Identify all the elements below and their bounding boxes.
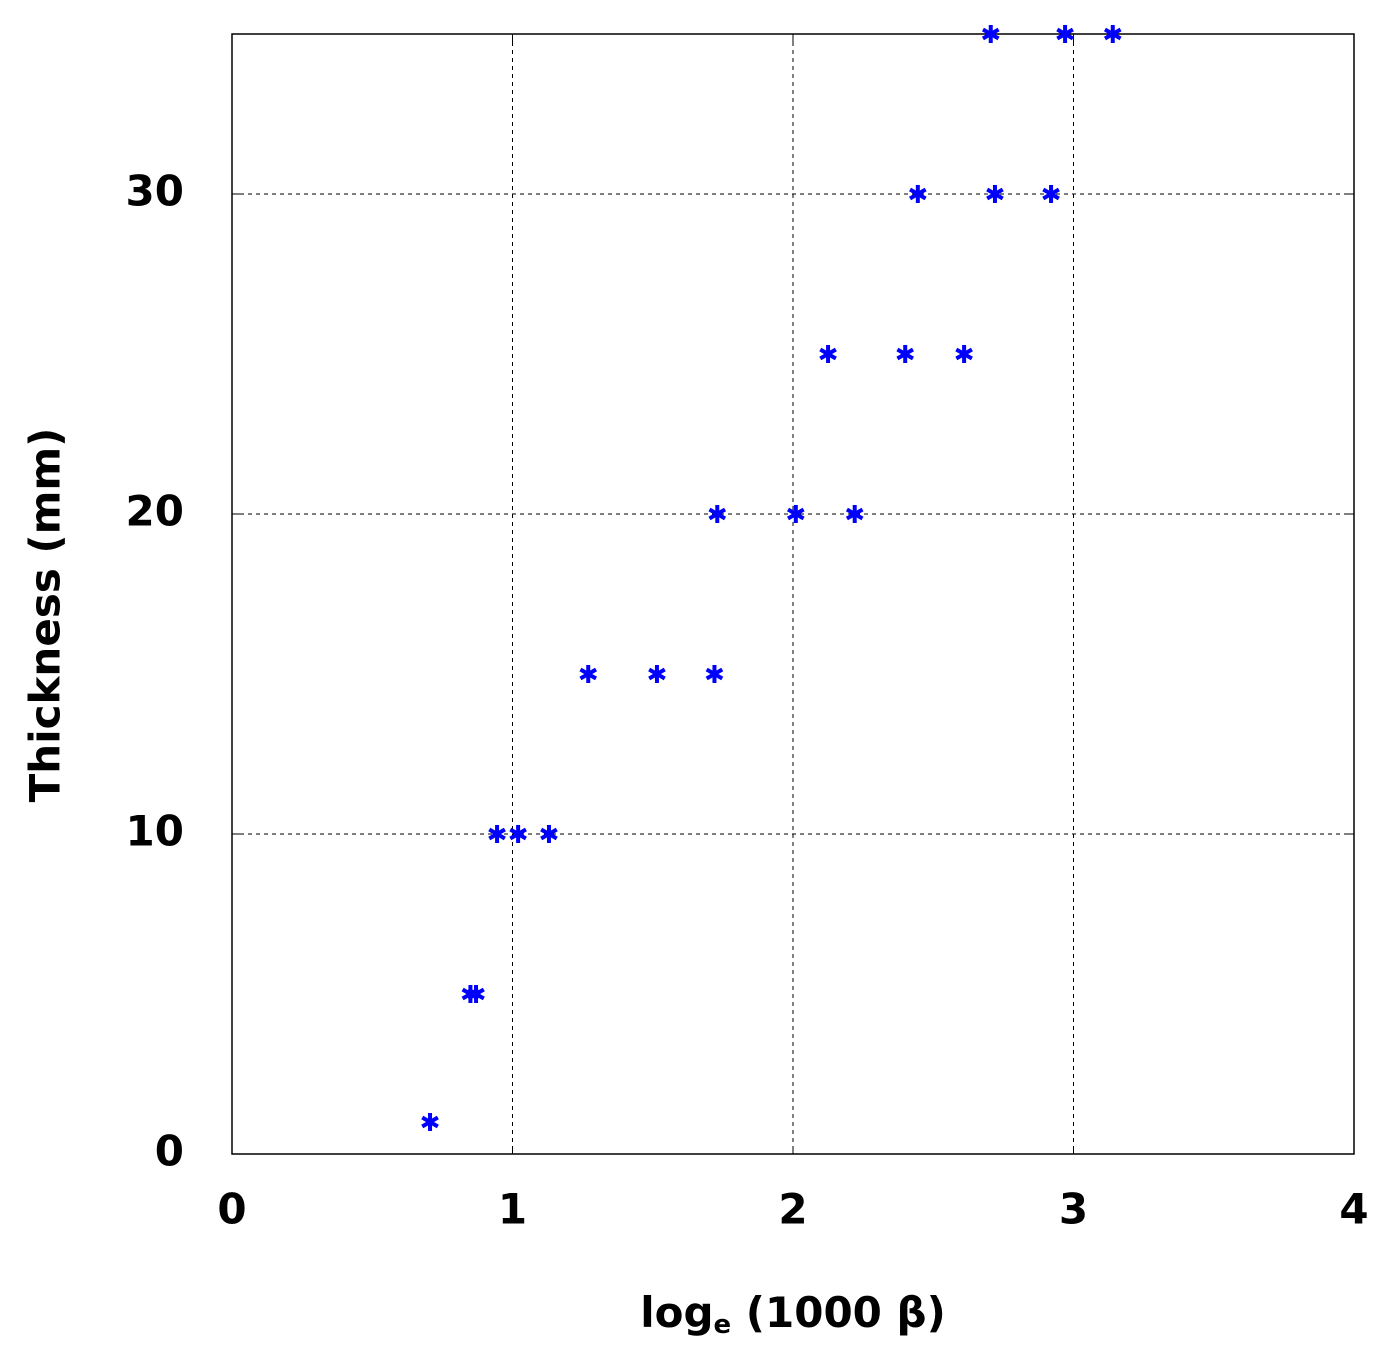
y-tick-label: 20: [126, 487, 184, 536]
point: [896, 345, 914, 363]
point: [1103, 25, 1122, 43]
marker-stroke: [421, 1115, 439, 1129]
point: [488, 825, 506, 843]
point: [1042, 185, 1060, 203]
marker-stroke: [1103, 27, 1122, 41]
marker-stroke: [509, 827, 527, 841]
point: [708, 505, 727, 523]
marker-stroke: [467, 987, 485, 1001]
marker-stroke: [708, 507, 727, 521]
y-axis-label: Thickness (mm): [21, 428, 70, 803]
point: [955, 345, 973, 363]
point: [1056, 25, 1074, 43]
point: [421, 1113, 439, 1131]
y-tick-label: 30: [126, 167, 184, 216]
marker-stroke: [1042, 187, 1060, 201]
point: [845, 505, 864, 523]
marker-stroke: [981, 27, 1000, 41]
plot-frame: [231, 33, 1355, 1155]
point: [819, 345, 837, 363]
point: [509, 825, 527, 843]
x-tick-label: 2: [778, 1185, 807, 1234]
point: [579, 665, 598, 683]
y-tick-label: 10: [126, 807, 184, 856]
marker-stroke: [648, 667, 666, 681]
point: [787, 505, 805, 523]
point: [705, 665, 724, 683]
marker-stroke: [1056, 27, 1074, 41]
marker-stroke: [986, 187, 1004, 201]
x-label-subscript: e: [714, 1310, 732, 1340]
x-tick-label: 4: [1339, 1185, 1368, 1234]
marker-stroke: [787, 507, 805, 521]
marker-stroke: [845, 507, 864, 521]
marker-stroke: [579, 667, 598, 681]
x-label-text: (1000 β): [731, 1288, 946, 1337]
marker-stroke: [540, 827, 558, 841]
point: [981, 25, 1000, 43]
x-tick-label: 1: [498, 1185, 527, 1234]
point: [540, 825, 558, 843]
x-axis-label: loge (1000 β): [640, 1288, 946, 1340]
point: [986, 185, 1004, 203]
marker-stroke: [819, 347, 837, 361]
point: [909, 185, 927, 203]
x-tick-label: 3: [1059, 1185, 1088, 1234]
marker-stroke: [909, 187, 927, 201]
marker-stroke: [705, 667, 724, 681]
x-label-text: log: [640, 1288, 713, 1337]
point: [648, 665, 666, 683]
point: [467, 985, 485, 1003]
marker-stroke: [896, 347, 914, 361]
marker-stroke: [488, 827, 506, 841]
y-tick-label: 0: [155, 1127, 184, 1176]
marker-stroke: [955, 347, 973, 361]
x-tick-label: 0: [217, 1185, 246, 1234]
